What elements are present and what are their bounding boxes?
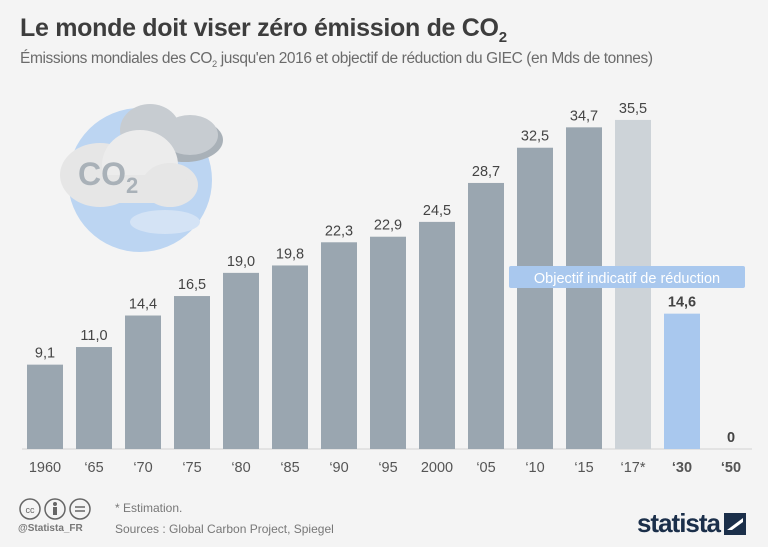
statista-logo: statista (637, 508, 746, 539)
x-tick-label: ‘75 (182, 460, 201, 476)
annotation: Objectif indicatif de réduction (509, 266, 745, 288)
cc-license-icons: cc (19, 498, 91, 520)
data-label: 19,8 (276, 246, 304, 262)
svg-text:cc: cc (26, 505, 36, 515)
x-tick-label: ‘90 (329, 460, 348, 476)
bar-10 (517, 147, 553, 449)
x-tick-label: ‘15 (574, 460, 593, 476)
data-label: 35,5 (619, 101, 647, 117)
annotation-text: Objectif indicatif de réduction (534, 271, 720, 287)
sources: Sources : Global Carbon Project, Spiegel (115, 522, 334, 536)
x-tick-label: ‘30 (672, 460, 692, 476)
subtitle-text-b: jusqu'en 2016 et objectif de réduction d… (216, 50, 653, 67)
subtitle-subscript: 2 (212, 59, 217, 70)
x-tick-label: ‘95 (378, 460, 397, 476)
bar-0 (27, 364, 63, 449)
data-label: 22,3 (325, 223, 353, 239)
social-handle: @Statista_FR (18, 523, 83, 534)
data-label: 22,9 (374, 218, 402, 234)
bar-13 (664, 313, 700, 449)
title-subscript: 2 (498, 29, 507, 46)
bar-1 (76, 347, 112, 449)
data-label: 14,4 (129, 297, 157, 313)
bar-9 (468, 182, 504, 450)
co2-cloud-icon: CO2 (60, 104, 223, 252)
data-label: 16,5 (178, 277, 206, 293)
annotation-box (509, 266, 745, 288)
x-tick-label: ‘50 (721, 460, 741, 476)
attribution-icon (44, 498, 66, 520)
data-label: 34,7 (570, 108, 598, 124)
x-tick-label: ‘10 (525, 460, 544, 476)
x-tick-label: ‘17* (621, 460, 646, 476)
bar-4 (223, 272, 259, 449)
cc-icon (19, 498, 41, 520)
icon-label-sub: 2 (126, 173, 138, 198)
svg-text:CO2: CO2 (78, 156, 138, 198)
subtitle-text-a: Émissions mondiales des CO (20, 50, 213, 67)
data-label: 32,5 (521, 129, 549, 145)
bar-3 (174, 296, 210, 449)
bar-6 (321, 242, 357, 449)
data-label: 24,5 (423, 203, 451, 219)
x-tick-label: ‘80 (231, 460, 250, 476)
icon-label: CO (78, 156, 126, 192)
data-label: 11,0 (80, 328, 107, 344)
statista-logo-icon (724, 512, 746, 535)
subtitle: Émissions mondiales des CO2 jusqu'en 201… (20, 50, 653, 69)
x-tick-label: ‘65 (84, 460, 103, 476)
x-tick-label: ‘70 (133, 460, 152, 476)
bar-8 (419, 221, 455, 449)
bar-7 (370, 236, 406, 449)
bar-5 (272, 265, 308, 449)
data-label: 0 (727, 430, 735, 446)
data-label: 14,6 (668, 295, 696, 311)
bar-2 (125, 315, 161, 449)
no-derivatives-icon (69, 498, 91, 520)
data-label: 19,0 (227, 254, 255, 270)
data-label: 9,1 (35, 346, 55, 362)
data-label: 28,7 (472, 164, 500, 180)
brand-text: statista (636, 508, 721, 538)
title-text: Le monde doit viser zéro émission de CO (20, 14, 499, 42)
footnote: * Estimation. (115, 501, 183, 515)
x-tick-label: 2000 (421, 460, 453, 476)
bar-11 (566, 127, 602, 450)
x-tick-label: ‘85 (280, 460, 299, 476)
x-tick-label: ‘05 (476, 460, 495, 476)
x-tick-label: 1960 (29, 460, 61, 476)
page-title: Le monde doit viser zéro émission de CO2 (20, 14, 507, 46)
